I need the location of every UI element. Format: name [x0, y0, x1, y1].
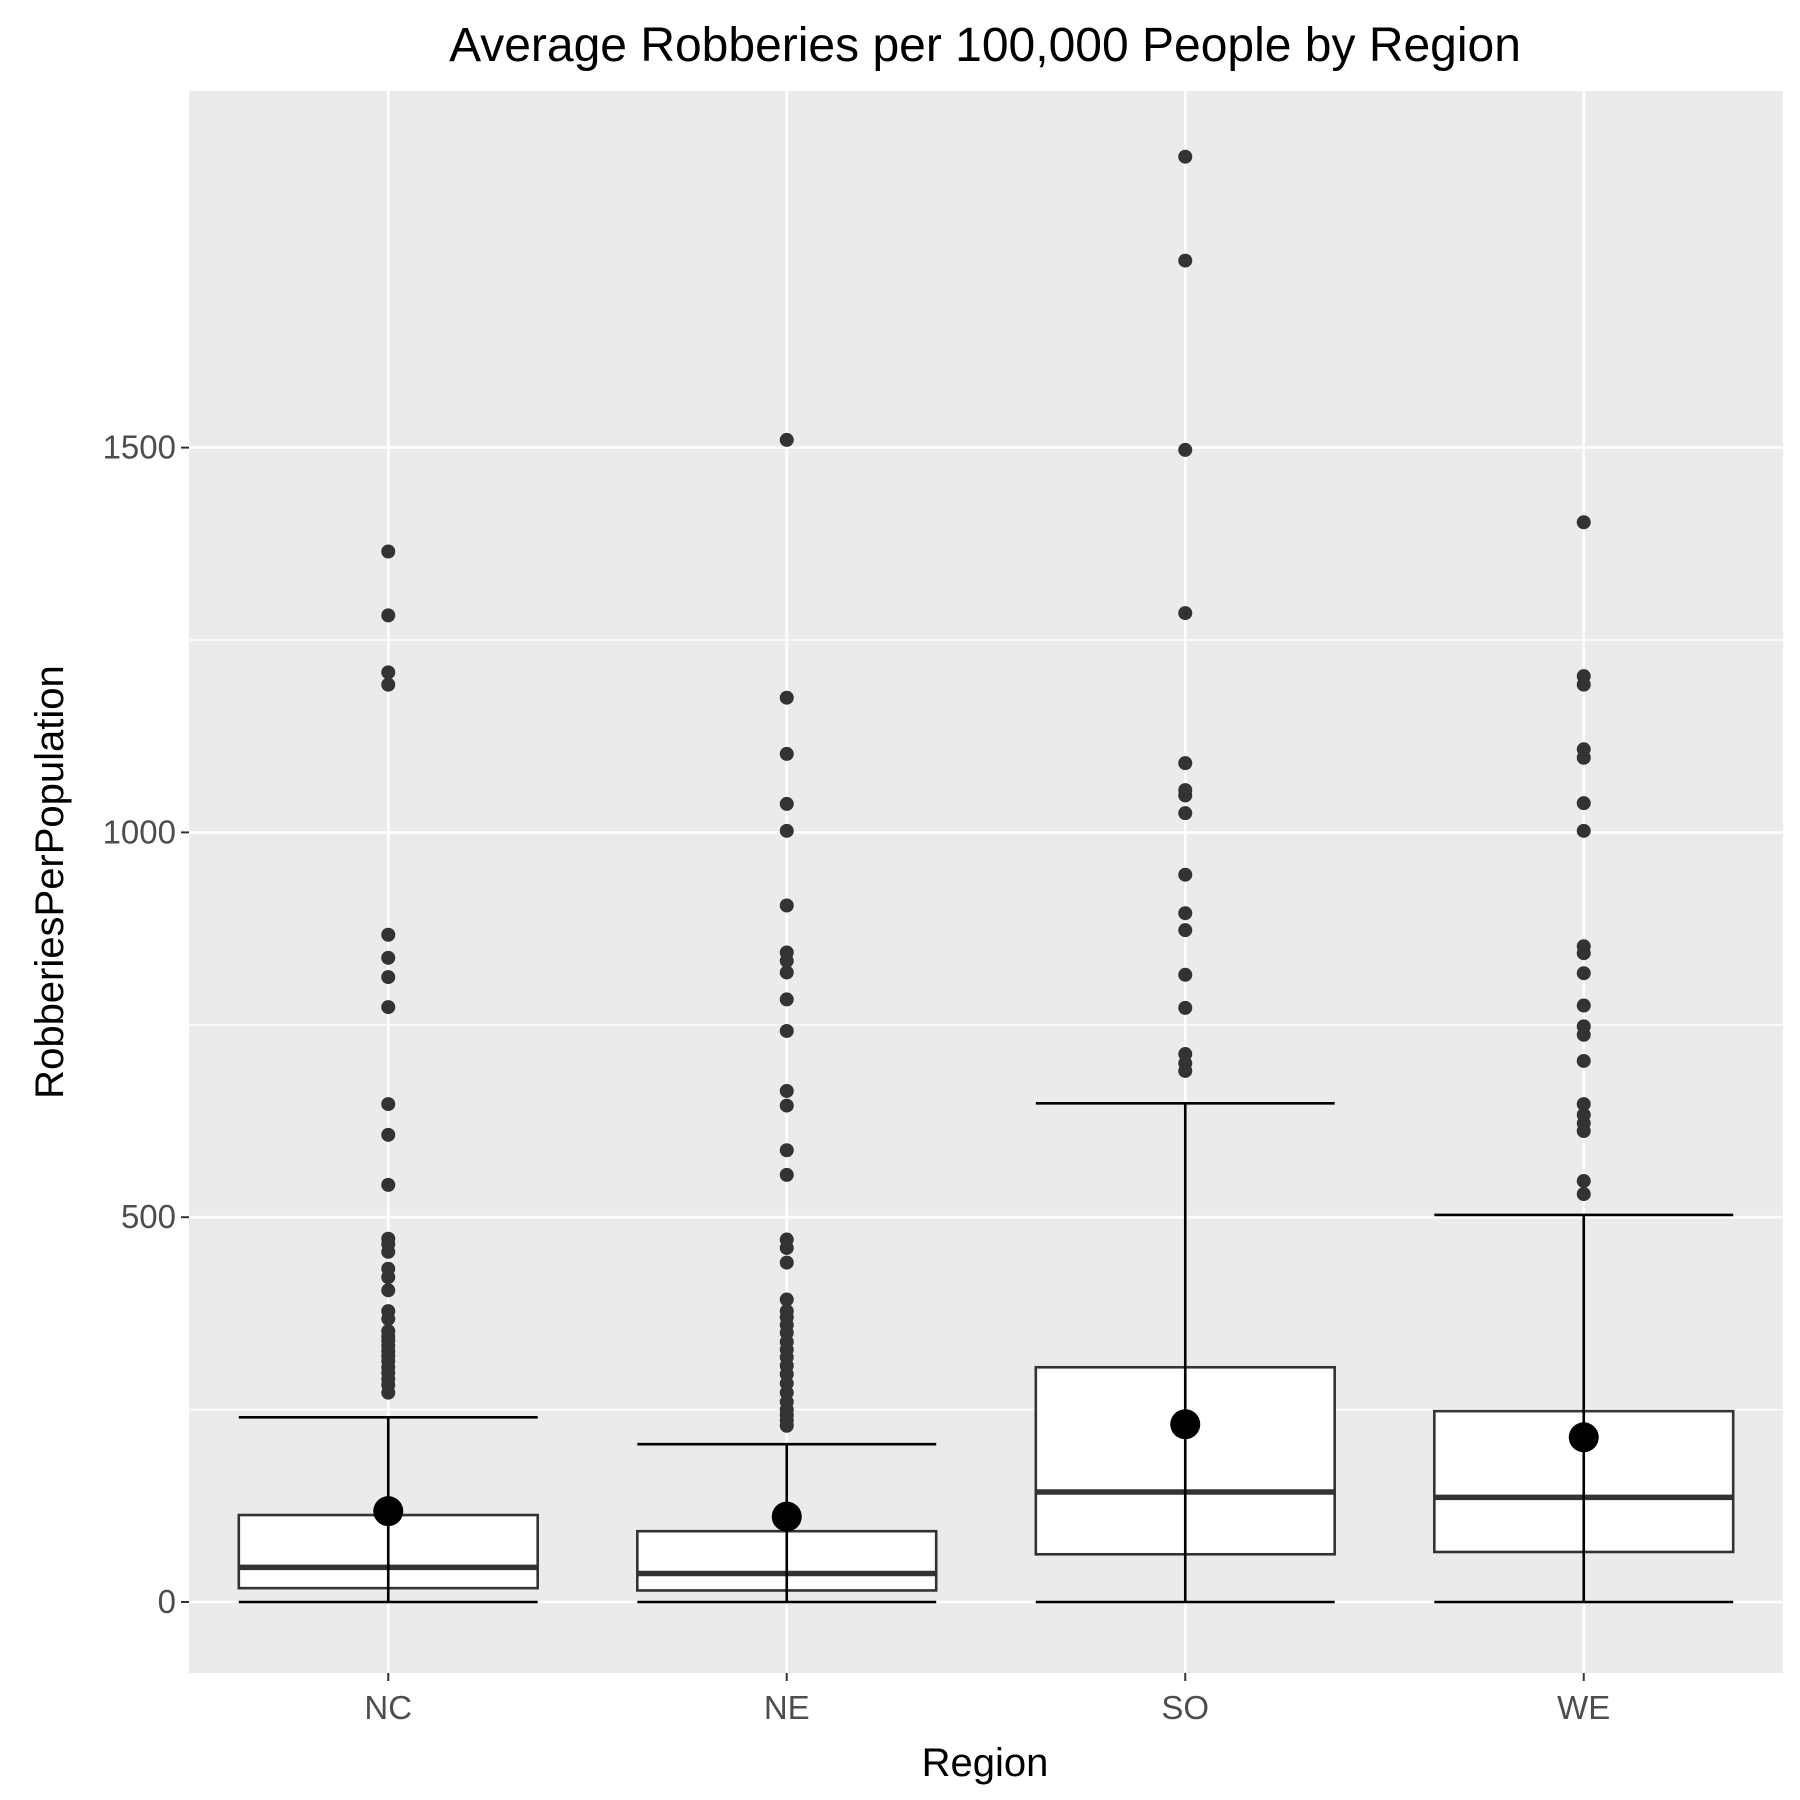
box-ne	[636, 432, 938, 1604]
outlier-point	[1576, 1124, 1591, 1139]
outlier-point	[779, 1240, 794, 1255]
x-tick-label: SO	[1161, 1689, 1209, 1726]
outlier-point	[381, 677, 396, 692]
y-tick-label: 0	[158, 1583, 176, 1620]
outlier-point	[1178, 967, 1193, 982]
y-tick-label: 500	[121, 1198, 176, 1235]
outlier-point	[779, 823, 794, 838]
outlier-point	[1178, 149, 1193, 164]
outlier-point	[1576, 1053, 1591, 1068]
outlier-point	[1576, 515, 1591, 530]
mean-point	[1568, 1422, 1599, 1453]
outlier-point	[381, 1177, 396, 1192]
outlier-point	[381, 1311, 396, 1326]
outlier-point	[1576, 1174, 1591, 1189]
outlier-point	[779, 1143, 794, 1158]
outlier-point	[779, 965, 794, 980]
outlier-point	[1576, 823, 1591, 838]
outlier-point	[381, 1270, 396, 1285]
box-so	[1034, 149, 1336, 1604]
outlier-point	[779, 1418, 794, 1433]
outlier-point	[381, 1000, 396, 1015]
outlier-point	[1178, 906, 1193, 921]
mean-point	[1170, 1409, 1201, 1440]
outlier-point	[779, 1098, 794, 1113]
outlier-point	[779, 746, 794, 761]
x-tick-label: WE	[1557, 1689, 1610, 1726]
y-tick-label: 1000	[103, 813, 176, 850]
outlier-point	[779, 953, 794, 968]
outlier-point	[381, 1244, 396, 1259]
outlier-point	[1576, 1097, 1591, 1112]
y-axis: 0 500 1000 1500	[103, 429, 189, 1620]
outlier-point	[1576, 998, 1591, 1013]
outlier-point	[381, 544, 396, 559]
outlier-point	[779, 1255, 794, 1270]
outlier-point	[1178, 756, 1193, 771]
outlier-point	[779, 690, 794, 705]
outlier-point	[1178, 1063, 1193, 1078]
box-we	[1433, 515, 1735, 1604]
outlier-point	[1576, 1027, 1591, 1042]
outlier-point	[1576, 946, 1591, 961]
outlier-point	[779, 992, 794, 1007]
outlier-point	[381, 927, 396, 942]
outlier-point	[381, 1385, 396, 1400]
outlier-point	[1576, 677, 1591, 692]
outlier-point	[779, 432, 794, 447]
y-tick-label: 1500	[103, 429, 176, 466]
outlier-point	[1576, 1187, 1591, 1202]
outlier-point	[779, 1023, 794, 1038]
outlier-point	[1178, 867, 1193, 882]
y-axis-title: RobberiesPerPopulation	[28, 665, 72, 1099]
outlier-point	[779, 796, 794, 811]
outlier-point	[779, 1292, 794, 1307]
outlier-point	[381, 665, 396, 680]
outlier-point	[381, 950, 396, 965]
mean-point	[373, 1496, 404, 1527]
x-axis: NC NE SO WE	[364, 1673, 1610, 1726]
mean-point	[771, 1501, 802, 1532]
outlier-point	[381, 1097, 396, 1112]
box-nc	[237, 544, 539, 1604]
box-series	[237, 149, 1735, 1604]
outlier-point	[1178, 253, 1193, 268]
outlier-point	[381, 1127, 396, 1142]
outlier-point	[779, 1167, 794, 1182]
outlier-point	[1576, 750, 1591, 765]
chart-title: Average Robberies per 100,000 People by …	[449, 19, 1521, 72]
outlier-point	[381, 970, 396, 985]
outlier-point	[381, 608, 396, 623]
x-tick-label: NC	[364, 1689, 412, 1726]
x-axis-title: Region	[922, 1741, 1049, 1785]
x-tick-label: NE	[764, 1689, 810, 1726]
outlier-point	[381, 1283, 396, 1298]
outlier-point	[1178, 1000, 1193, 1015]
outlier-point	[1178, 923, 1193, 938]
outlier-point	[779, 1083, 794, 1098]
outlier-point	[1576, 966, 1591, 981]
outlier-point	[779, 898, 794, 913]
outlier-point	[1178, 442, 1193, 457]
outlier-point	[1178, 788, 1193, 803]
outlier-point	[1576, 796, 1591, 811]
outlier-point	[1178, 606, 1193, 621]
outlier-point	[1178, 806, 1193, 821]
